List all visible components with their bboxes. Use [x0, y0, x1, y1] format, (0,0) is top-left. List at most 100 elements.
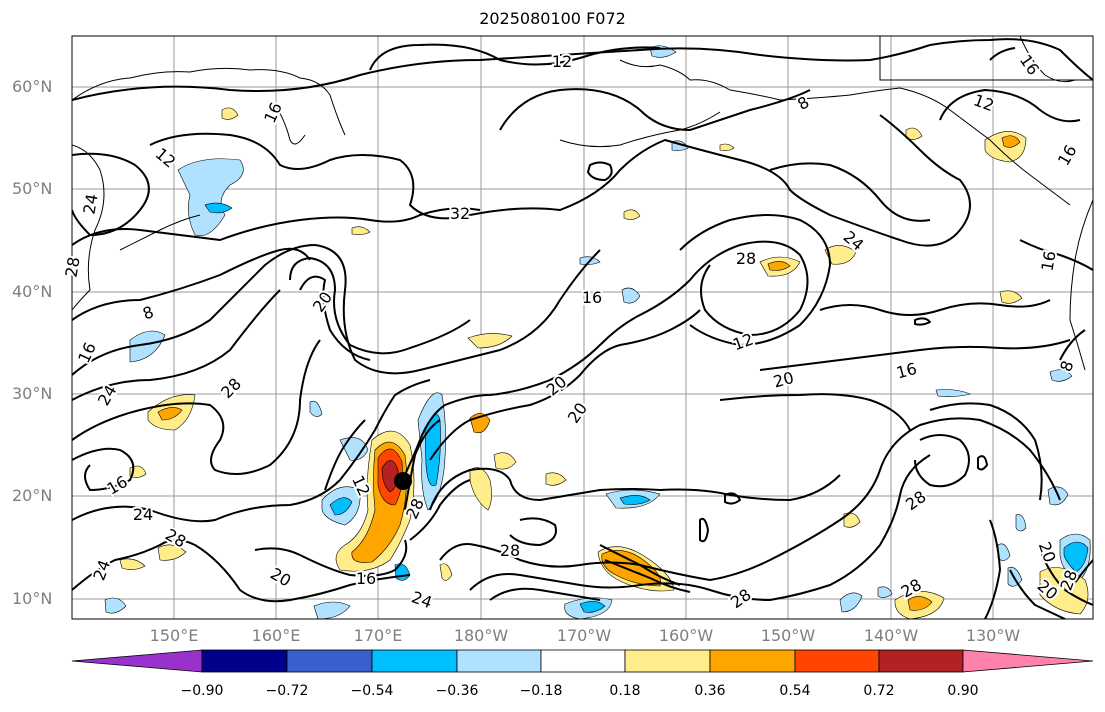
colorbar-tick: −0.54 [350, 683, 394, 699]
contour-line [914, 317, 931, 326]
contour-label: 28 [736, 249, 756, 268]
contour-label: 8 [794, 92, 812, 114]
contour-label: 8 [140, 302, 156, 323]
contour-label: 16 [356, 569, 376, 588]
contour-line [439, 417, 1061, 581]
contour-label: 12 [730, 329, 756, 354]
shade-patch [999, 290, 1023, 304]
gridlines [72, 36, 1093, 619]
shade-patch [493, 452, 517, 470]
contour-label: 16 [74, 339, 100, 365]
colorbar-tick: 0.18 [609, 683, 641, 699]
contours [72, 38, 1093, 619]
contour-line [1069, 559, 1093, 591]
lon-label-130w: 130°W [965, 626, 1021, 645]
shade-patch [1039, 567, 1089, 615]
contour-label: 24 [409, 587, 435, 612]
contour-line [324, 419, 366, 491]
shade-patch [767, 261, 791, 271]
contour-label: 16 [1037, 249, 1059, 272]
contour-label: 16 [260, 99, 286, 125]
colorbar-segment [371, 649, 458, 673]
contour-line [72, 539, 411, 603]
lon-label-170e: 170°E [353, 626, 403, 645]
colorbar-tick: −0.18 [519, 683, 563, 699]
shade-patch [177, 158, 244, 237]
contour-label: 20 [564, 399, 591, 427]
shade-patch [1063, 541, 1089, 573]
contour-line [1059, 329, 1086, 361]
colorbar-segment [540, 649, 626, 673]
contour-line [409, 479, 471, 541]
shade-patch [221, 107, 239, 120]
shade-patch [824, 245, 857, 265]
contour-label: 16 [1016, 51, 1043, 79]
shade-patch [935, 389, 971, 397]
colorbar-tick: −0.72 [265, 683, 309, 699]
contour-label: 32 [450, 204, 470, 223]
shade-patch [351, 226, 371, 235]
contour-line [72, 44, 931, 101]
map-title: 2025080100 F072 [479, 9, 626, 28]
shade-patch [619, 495, 651, 505]
colorbar-extend-max [962, 649, 1094, 673]
shade-patch [204, 202, 233, 214]
contour-line [1009, 569, 1066, 619]
shade-patch [719, 143, 735, 151]
contour-line [984, 519, 1001, 619]
contour-line [72, 379, 431, 523]
shade-patch [1015, 514, 1027, 532]
colorbar-tick: −0.36 [435, 683, 479, 699]
colorbar-segment [624, 649, 711, 673]
shade-patch [579, 601, 606, 613]
lon-label-140w: 140°W [863, 626, 919, 645]
contour-label: 28 [217, 374, 245, 402]
colorbar [71, 649, 1094, 673]
shade-patch [1049, 369, 1073, 382]
shade-patch [129, 330, 166, 363]
contour-line [72, 247, 311, 321]
lat-label-30n: 30°N [12, 384, 53, 403]
colorbar-tick: 0.54 [779, 683, 811, 699]
contour-line [72, 339, 321, 475]
contour-label: 24 [133, 505, 153, 524]
storm-center-marker [394, 472, 412, 490]
contour-line [604, 559, 691, 593]
contour-line [429, 309, 701, 461]
shade-patch [313, 601, 351, 619]
contour-line [469, 454, 931, 601]
colorbar-segment [709, 649, 796, 673]
contour-line [769, 162, 931, 222]
colorbar-segment [286, 649, 373, 673]
contour-label: 20 [1035, 539, 1060, 565]
contour-line [299, 275, 371, 361]
contour-label: 24 [94, 382, 121, 409]
contour-line [679, 214, 831, 346]
shade-patch [621, 287, 641, 304]
lon-label-180w: 180°W [453, 626, 509, 645]
colorbar-segment [201, 649, 288, 673]
contour-line [404, 419, 441, 511]
contour-label: 20 [267, 564, 294, 591]
lat-label-50n: 50°N [12, 179, 53, 198]
lat-label-60n: 60°N [12, 77, 53, 96]
shade-patch [157, 407, 183, 421]
contour-label: 28 [500, 541, 520, 560]
contour-label: 20 [543, 372, 571, 400]
shading [104, 45, 1091, 619]
contour-label: 28 [902, 487, 930, 514]
contour-line [72, 244, 601, 376]
shade-patch [467, 333, 513, 349]
shade-patch [877, 586, 893, 598]
contour-label: 24 [89, 557, 114, 583]
colorbar-tick: −0.90 [180, 683, 224, 699]
contour-line [399, 240, 809, 486]
contour-label: 28 [61, 255, 83, 278]
shade-patch [309, 400, 323, 417]
map-frame [71, 35, 1094, 620]
lon-label-160e: 160°E [251, 626, 301, 645]
contour-label: 16 [104, 472, 131, 499]
contour-line [289, 257, 471, 355]
colorbar-tick: 0.72 [863, 683, 895, 699]
colorbar-tick: 0.90 [947, 683, 979, 699]
